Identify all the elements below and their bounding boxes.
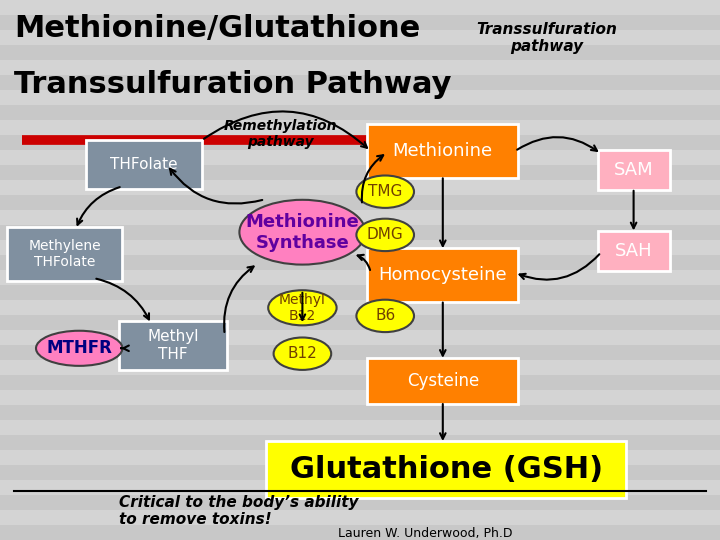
FancyBboxPatch shape (367, 357, 518, 404)
Bar (0, 405, 720, 420)
Text: Lauren W. Underwood, Ph.D: Lauren W. Underwood, Ph.D (338, 526, 513, 539)
Text: DMG: DMG (366, 227, 404, 242)
Bar (0, 45, 720, 60)
Bar (0, 60, 720, 75)
FancyBboxPatch shape (86, 140, 202, 189)
Bar (0, 105, 720, 120)
Bar (0, 270, 720, 285)
Bar (0, 375, 720, 390)
Bar (0, 450, 720, 465)
Bar (0, 90, 720, 105)
Bar (0, 150, 720, 165)
Bar (0, 0, 720, 15)
Text: to remove toxins!: to remove toxins! (119, 512, 271, 527)
Bar (0, 300, 720, 315)
Bar (0, 330, 720, 345)
Bar (0, 15, 720, 30)
Ellipse shape (239, 200, 365, 265)
Text: Transsulfuration
pathway: Transsulfuration pathway (477, 22, 618, 54)
Text: Methionine/Glutathione: Methionine/Glutathione (14, 14, 420, 43)
Bar (0, 165, 720, 180)
Text: MTHFR: MTHFR (46, 339, 112, 357)
Text: Methylene
THFolate: Methylene THFolate (29, 239, 101, 269)
FancyBboxPatch shape (598, 150, 670, 190)
Bar (0, 525, 720, 540)
Bar (0, 75, 720, 90)
Text: Methyl
B12: Methyl B12 (279, 293, 326, 323)
Text: Methionine
Synthase: Methionine Synthase (246, 213, 359, 252)
Bar (0, 255, 720, 270)
Bar (0, 345, 720, 360)
Text: SAM: SAM (613, 161, 654, 179)
Ellipse shape (356, 219, 414, 251)
Bar (0, 285, 720, 300)
Bar (0, 435, 720, 450)
Text: Remethylation
pathway: Remethylation pathway (224, 119, 338, 149)
Text: B12: B12 (287, 346, 318, 361)
Ellipse shape (268, 291, 336, 325)
Text: SAH: SAH (615, 242, 652, 260)
Bar (0, 360, 720, 375)
Text: Critical to the body’s ability: Critical to the body’s ability (119, 495, 359, 510)
Bar (0, 240, 720, 255)
FancyBboxPatch shape (367, 248, 518, 302)
Bar (0, 120, 720, 135)
Bar (0, 465, 720, 480)
Ellipse shape (356, 176, 414, 208)
Text: B6: B6 (375, 308, 395, 323)
Ellipse shape (274, 338, 331, 370)
Text: Methyl
THF: Methyl THF (147, 329, 199, 362)
Bar (0, 210, 720, 225)
Bar (0, 225, 720, 240)
Bar (0, 30, 720, 45)
Bar (0, 480, 720, 495)
Bar (0, 315, 720, 330)
Bar (0, 495, 720, 510)
Bar (0, 180, 720, 195)
Ellipse shape (36, 330, 122, 366)
Bar (0, 390, 720, 405)
Text: Cysteine: Cysteine (407, 372, 479, 390)
Text: Homocysteine: Homocysteine (379, 266, 507, 285)
Bar (0, 420, 720, 435)
FancyBboxPatch shape (119, 321, 227, 370)
Text: TMG: TMG (368, 184, 402, 199)
FancyBboxPatch shape (266, 442, 626, 498)
FancyBboxPatch shape (367, 124, 518, 178)
Text: Glutathione (GSH): Glutathione (GSH) (290, 455, 603, 484)
Bar (0, 195, 720, 210)
Text: Transsulfuration Pathway: Transsulfuration Pathway (14, 70, 452, 99)
FancyBboxPatch shape (598, 231, 670, 271)
Bar (0, 135, 720, 150)
Ellipse shape (356, 300, 414, 332)
Text: THFolate: THFolate (110, 157, 178, 172)
FancyBboxPatch shape (7, 227, 122, 281)
Text: Methionine: Methionine (392, 142, 493, 160)
Bar (0, 510, 720, 525)
